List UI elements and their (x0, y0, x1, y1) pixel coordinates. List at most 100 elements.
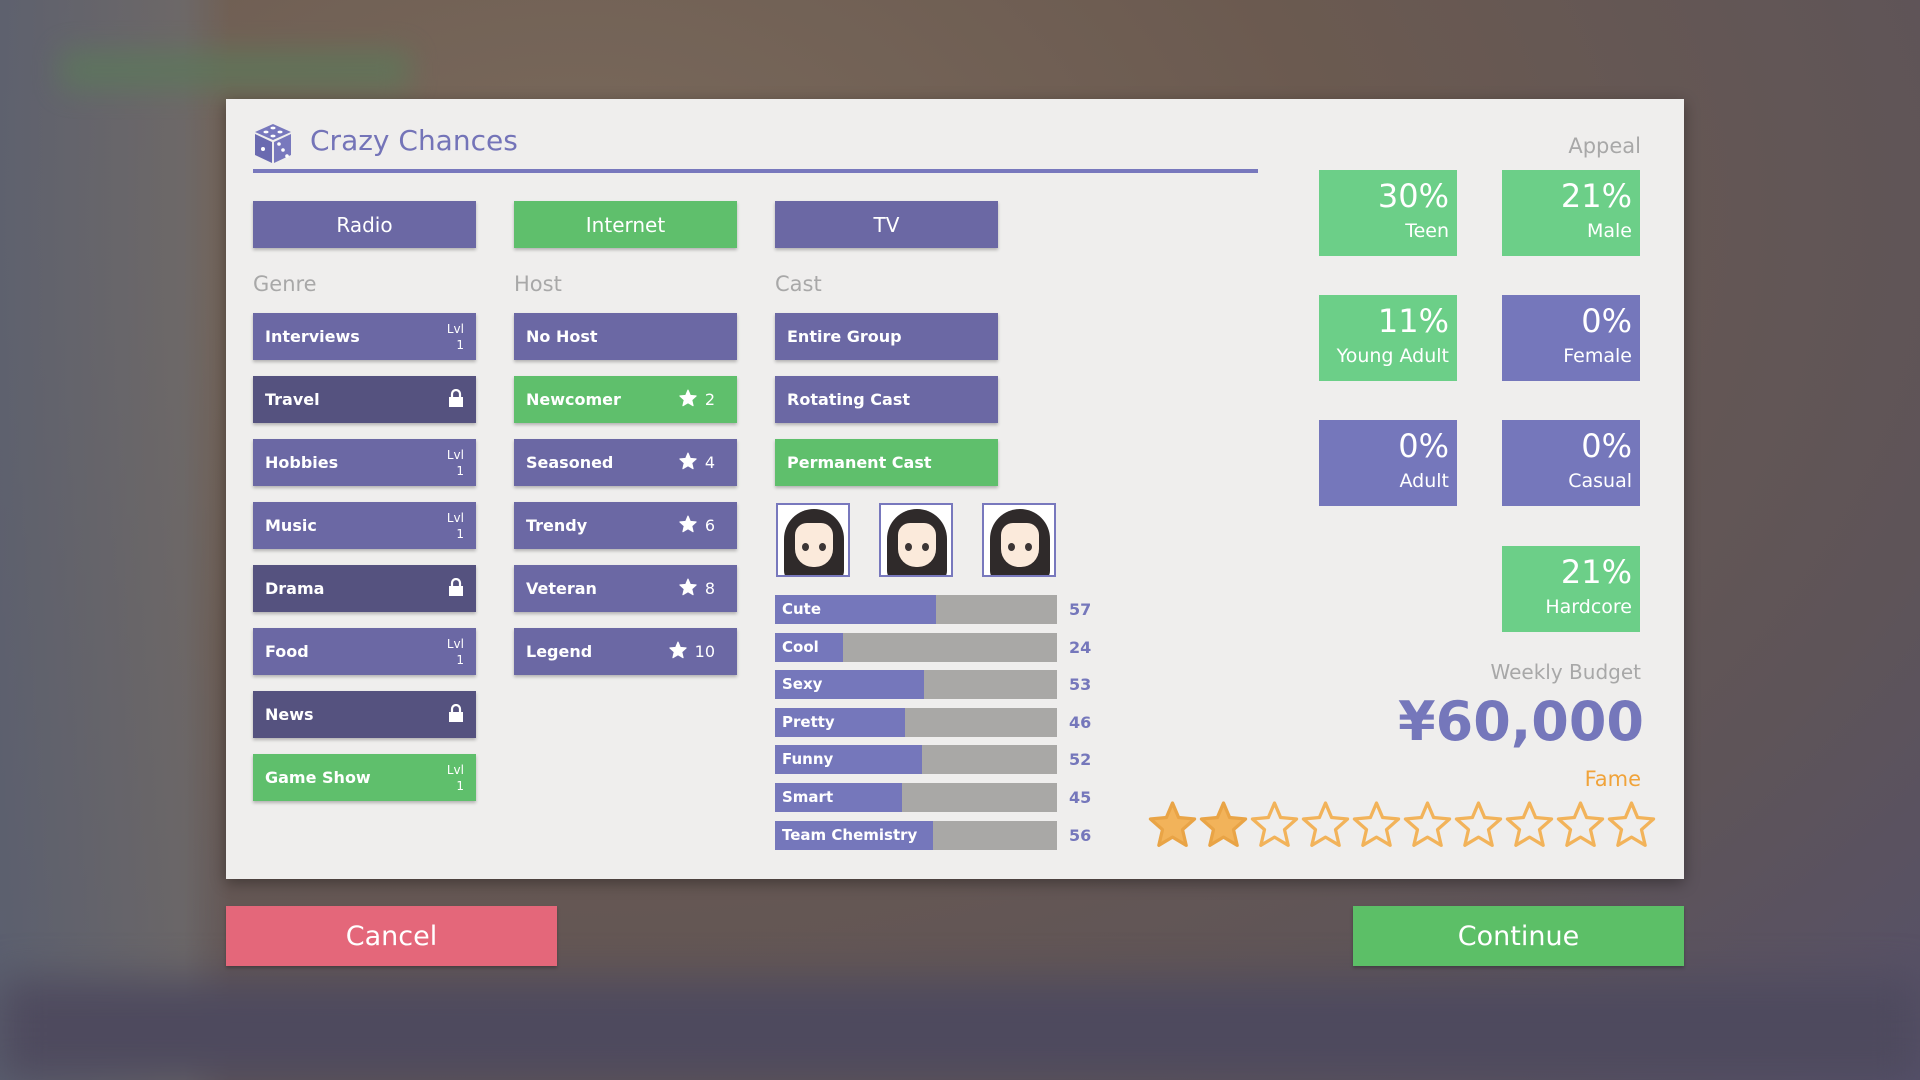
level-label: Lvl (446, 636, 464, 651)
appeal-casual: 0% Casual (1502, 420, 1640, 506)
cast-entire-group[interactable]: Entire Group (775, 313, 998, 360)
host-label: Trendy (526, 516, 588, 535)
media-tab-tv[interactable]: TV (775, 201, 998, 248)
appeal-female: 0% Female (1502, 295, 1640, 381)
appeal-young-adult: 11% Young Adult (1319, 295, 1457, 381)
genre-interviews[interactable]: Interviews Lvl 1 (253, 313, 476, 360)
host-veteran[interactable]: Veteran 8 (514, 565, 737, 612)
genre-label: Drama (265, 579, 325, 598)
stat-fill (775, 745, 922, 775)
appeal-percent: 21% (1560, 177, 1632, 215)
continue-button[interactable]: Continue (1353, 906, 1684, 966)
level-value: 1 (456, 526, 464, 541)
stat-label: Pretty (782, 712, 835, 731)
stat-value: 56 (1069, 825, 1092, 845)
stat-label: Cool (782, 637, 819, 656)
cast-label: Entire Group (787, 327, 902, 346)
eye (802, 543, 809, 551)
appeal-heading: Appeal (1568, 134, 1641, 158)
host-trendy[interactable]: Trendy 6 (514, 502, 737, 549)
appeal-name: Hardcore (1545, 596, 1632, 618)
cast-member-portrait[interactable] (776, 503, 850, 577)
media-tab-internet[interactable]: Internet (514, 201, 737, 248)
cast-member-portrait[interactable] (879, 503, 953, 577)
genre-heading: Genre (253, 272, 317, 296)
cast-permanent-cast[interactable]: Permanent Cast (775, 439, 998, 486)
lock-icon (448, 388, 464, 411)
appeal-name: Casual (1568, 470, 1632, 492)
star-empty-icon (1301, 800, 1350, 853)
appeal-adult: 0% Adult (1319, 420, 1457, 506)
genre-label: News (265, 705, 314, 724)
host-label: Veteran (526, 579, 597, 598)
cast-rotating-cast[interactable]: Rotating Cast (775, 376, 998, 423)
genre-drama[interactable]: Drama (253, 565, 476, 612)
cast-heading: Cast (775, 272, 822, 296)
host-newcomer[interactable]: Newcomer 2 (514, 376, 737, 423)
host-no-host[interactable]: No Host (514, 313, 737, 360)
eye (819, 543, 826, 551)
star-count: 4 (704, 453, 715, 472)
genre-hobbies[interactable]: Hobbies Lvl 1 (253, 439, 476, 486)
weekly-budget-label: Weekly Budget (1490, 660, 1641, 684)
genre-food[interactable]: Food Lvl 1 (253, 628, 476, 675)
stat-value: 45 (1069, 788, 1092, 807)
face (1001, 523, 1039, 567)
host-label: No Host (526, 327, 598, 346)
appeal-name: Adult (1399, 470, 1450, 492)
cast-member-portrait[interactable] (982, 503, 1056, 577)
face (898, 523, 936, 567)
star-empty-icon (1352, 800, 1401, 853)
host-legend[interactable]: Legend 10 (514, 628, 737, 675)
eye (1008, 543, 1015, 551)
genre-travel[interactable]: Travel (253, 376, 476, 423)
weekly-budget-value: ¥60,000 (1398, 690, 1644, 753)
appeal-name: Young Adult (1336, 345, 1449, 367)
appeal-percent: 30% (1377, 177, 1449, 215)
appeal-name: Female (1563, 345, 1632, 367)
stat-value: 57 (1069, 600, 1092, 619)
level-value: 1 (456, 463, 464, 478)
stat-bar-pretty: Pretty (775, 707, 1057, 737)
host-label: Newcomer (526, 390, 621, 409)
appeal-percent: 0% (1581, 302, 1632, 340)
level-label: Lvl (446, 762, 464, 777)
stat-label: Sexy (782, 675, 823, 694)
stat-fill (775, 670, 925, 700)
level-indicator: Lvl 1 (447, 447, 464, 479)
genre-music[interactable]: Music Lvl 1 (253, 502, 476, 549)
cancel-button[interactable]: Cancel (226, 906, 557, 966)
fame-label: Fame (1584, 767, 1641, 791)
host-seasoned[interactable]: Seasoned 4 (514, 439, 737, 486)
stat-label: Smart (782, 788, 834, 806)
genre-news[interactable]: News (253, 691, 476, 738)
eye (905, 543, 912, 551)
background-blur (60, 50, 410, 90)
star-count: 6 (704, 516, 715, 535)
star-requirement: 4 (679, 452, 715, 474)
level-indicator: Lvl 1 (447, 510, 464, 542)
genre-label: Travel (265, 390, 320, 409)
appeal-percent: 0% (1398, 427, 1449, 465)
title-divider (253, 169, 1258, 173)
media-tab-radio[interactable]: Radio (253, 201, 476, 248)
star-requirement: 6 (679, 515, 715, 537)
level-value: 1 (456, 652, 464, 667)
level-label: Lvl (446, 321, 464, 336)
star-empty-icon (1607, 800, 1656, 853)
host-heading: Host (514, 272, 562, 296)
genre-game-show[interactable]: Game Show Lvl 1 (253, 754, 476, 801)
genre-label: Music (265, 516, 317, 535)
stat-label: Cute (782, 600, 822, 618)
genre-label: Hobbies (265, 453, 339, 472)
star-count: 2 (704, 390, 715, 409)
star-requirement: 10 (668, 641, 715, 663)
genre-label: Game Show (265, 768, 371, 787)
star-count: 8 (704, 579, 715, 598)
host-label: Seasoned (526, 453, 614, 472)
level-value: 1 (456, 778, 464, 793)
stat-fill (775, 707, 905, 737)
fame-stars (1148, 800, 1656, 853)
star-icon (679, 389, 697, 411)
stat-bar-sexy: Sexy (775, 670, 1057, 700)
